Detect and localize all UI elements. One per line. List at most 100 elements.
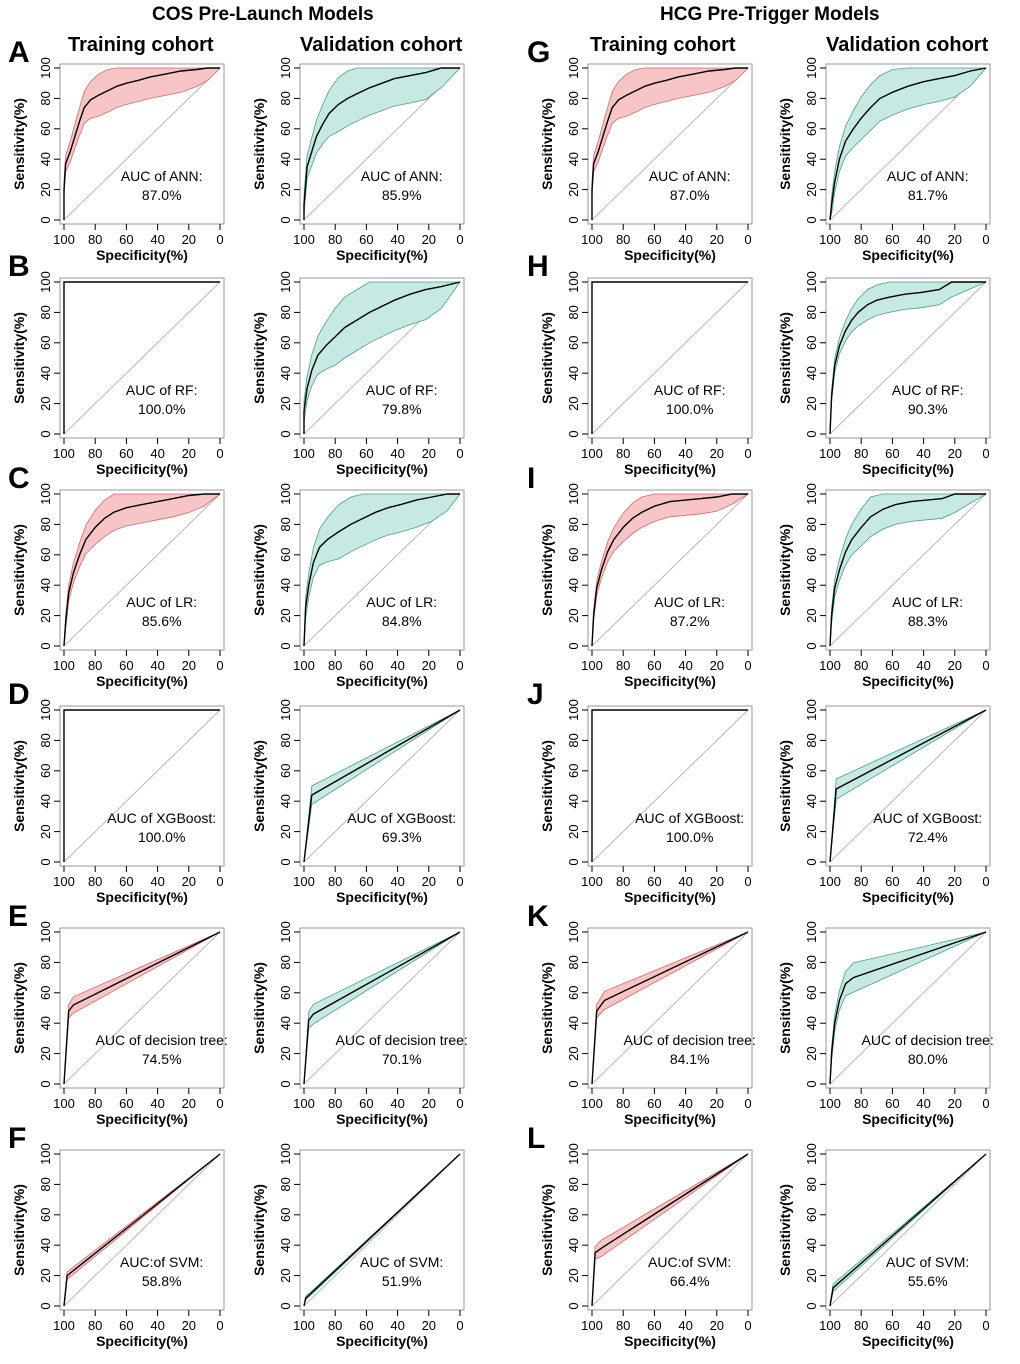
- y-tick-label: 0: [278, 430, 293, 437]
- roc-curve: [591, 709, 748, 862]
- auc-value: 87.2%: [670, 613, 710, 629]
- auc-label: AUC of SVM:: [886, 1254, 969, 1270]
- y-tick-label: 20: [804, 608, 819, 622]
- x-tick-label: 40: [916, 874, 930, 889]
- y-tick-label: 100: [278, 699, 293, 721]
- x-tick-label: 100: [53, 658, 75, 673]
- roc-chart-d-training: 0 20 40 60 80 100 100 80 60 40 20 0 Specificity(%) Se…: [11, 699, 225, 905]
- auc-value: 85.6%: [142, 613, 182, 629]
- y-tick-label: 20: [278, 1046, 293, 1060]
- plot-frame: [59, 277, 225, 439]
- roc-chart-f-validation: 0 20 40 60 80 100 100 80 60 40 20 0 Specificity(%) Se…: [251, 1143, 465, 1349]
- plot-frame: [825, 1149, 991, 1311]
- auc-label: AUC of ANN:: [649, 168, 731, 184]
- y-tick-label: 20: [38, 824, 53, 838]
- y-tick-label: 80: [278, 733, 293, 747]
- x-tick-label: 100: [819, 232, 841, 247]
- y-tick-label: 0: [38, 1080, 53, 1087]
- x-tick-label: 80: [88, 658, 102, 673]
- x-tick-label: 40: [390, 1318, 404, 1333]
- y-tick-label: 40: [566, 152, 581, 166]
- y-tick-label: 40: [278, 1238, 293, 1252]
- x-tick-label: 80: [88, 874, 102, 889]
- y-axis-label: Sensitivity(%): [777, 312, 793, 404]
- x-tick-label: 80: [88, 1318, 102, 1333]
- x-axis-label: Specificity(%): [336, 889, 428, 905]
- y-axis-label: Sensitivity(%): [539, 524, 555, 616]
- x-tick-label: 60: [647, 232, 661, 247]
- x-tick-label: 0: [982, 446, 989, 461]
- y-tick-label: 20: [566, 1268, 581, 1282]
- plot-frame: [825, 63, 991, 225]
- x-tick-label: 0: [456, 446, 463, 461]
- y-tick-label: 60: [566, 548, 581, 562]
- y-axis-label: Sensitivity(%): [11, 98, 27, 190]
- diagonal-reference-line: [63, 493, 221, 647]
- x-axis-label: Specificity(%): [862, 247, 954, 263]
- x-tick-label: 80: [616, 1096, 630, 1111]
- y-tick-label: 20: [38, 396, 53, 410]
- y-tick-label: 20: [804, 396, 819, 410]
- hcg-validation-title: Validation cohort: [826, 34, 989, 56]
- x-tick-label: 20: [710, 446, 724, 461]
- confidence-band: [303, 709, 461, 863]
- auc-label: AUC of ANN:: [887, 168, 969, 184]
- roc-curve: [829, 493, 986, 647]
- diagonal-reference-line: [303, 931, 461, 1085]
- x-tick-label: 20: [710, 658, 724, 673]
- auc-label: AUC of decision tree:: [624, 1032, 756, 1048]
- auc-value: 87.0%: [670, 187, 710, 203]
- roc-curve: [591, 67, 748, 220]
- y-tick-label: 80: [804, 955, 819, 969]
- y-tick-label: 40: [38, 1016, 53, 1030]
- auc-label: AUC of LR:: [654, 594, 725, 610]
- auc-label: AUC of decision tree:: [862, 1032, 994, 1048]
- x-axis-label: Specificity(%): [336, 461, 428, 477]
- y-axis-label: Sensitivity(%): [251, 1184, 267, 1276]
- hcg-training-title: Training cohort: [590, 34, 736, 56]
- y-tick-label: 80: [278, 1177, 293, 1191]
- x-tick-label: 80: [616, 874, 630, 889]
- x-tick-label: 80: [854, 1318, 868, 1333]
- plot-frame: [59, 927, 225, 1089]
- x-tick-label: 100: [581, 446, 603, 461]
- x-axis-label: Specificity(%): [96, 247, 188, 263]
- x-tick-label: 40: [150, 658, 164, 673]
- x-tick-label: 0: [982, 658, 989, 673]
- y-tick-label: 100: [804, 921, 819, 943]
- x-axis-label: Specificity(%): [862, 1333, 954, 1349]
- x-tick-label: 80: [854, 232, 868, 247]
- x-tick-label: 0: [744, 1318, 751, 1333]
- plot-frame: [59, 63, 225, 225]
- x-axis-label: Specificity(%): [96, 673, 188, 689]
- panel-letter-a: A: [8, 36, 30, 69]
- x-tick-label: 0: [744, 1096, 751, 1111]
- y-axis-label: Sensitivity(%): [251, 962, 267, 1054]
- x-tick-label: 40: [678, 446, 692, 461]
- y-tick-label: 60: [38, 336, 53, 350]
- y-tick-label: 100: [804, 57, 819, 79]
- y-tick-label: 60: [804, 986, 819, 1000]
- y-tick-label: 40: [278, 578, 293, 592]
- roc-chart-j-validation: 0 20 40 60 80 100 100 80 60 40 20 0 Specificity(%) Se…: [777, 699, 991, 905]
- roc-chart-g-training: 0 20 40 60 80 100 100 80 60 40 20 0 Specificity(%) Se…: [539, 57, 753, 263]
- x-tick-label: 40: [916, 446, 930, 461]
- roc-chart-l-validation: 0 20 40 60 80 100 100 80 60 40 20 0 Specificity(%) Se…: [777, 1143, 991, 1349]
- y-tick-label: 100: [278, 271, 293, 293]
- roc-curve: [63, 281, 220, 434]
- y-axis-label: Sensitivity(%): [777, 962, 793, 1054]
- roc-chart-h-training: 0 20 40 60 80 100 100 80 60 40 20 0 Specificity(%) Se…: [539, 271, 753, 477]
- y-tick-label: 40: [278, 366, 293, 380]
- x-tick-label: 40: [678, 1096, 692, 1111]
- auc-label: AUC of RF:: [892, 382, 964, 398]
- auc-label: AUC of XGBoost:: [873, 810, 982, 826]
- y-tick-label: 40: [38, 578, 53, 592]
- x-tick-label: 0: [216, 874, 223, 889]
- roc-chart-e-validation: 0 20 40 60 80 100 100 80 60 40 20 0 Specificity(%) Se…: [251, 921, 468, 1127]
- x-tick-label: 100: [53, 446, 75, 461]
- x-tick-label: 80: [616, 446, 630, 461]
- y-tick-label: 60: [804, 1208, 819, 1222]
- y-tick-label: 60: [566, 336, 581, 350]
- x-axis-label: Specificity(%): [96, 461, 188, 477]
- roc-curve: [591, 1153, 749, 1307]
